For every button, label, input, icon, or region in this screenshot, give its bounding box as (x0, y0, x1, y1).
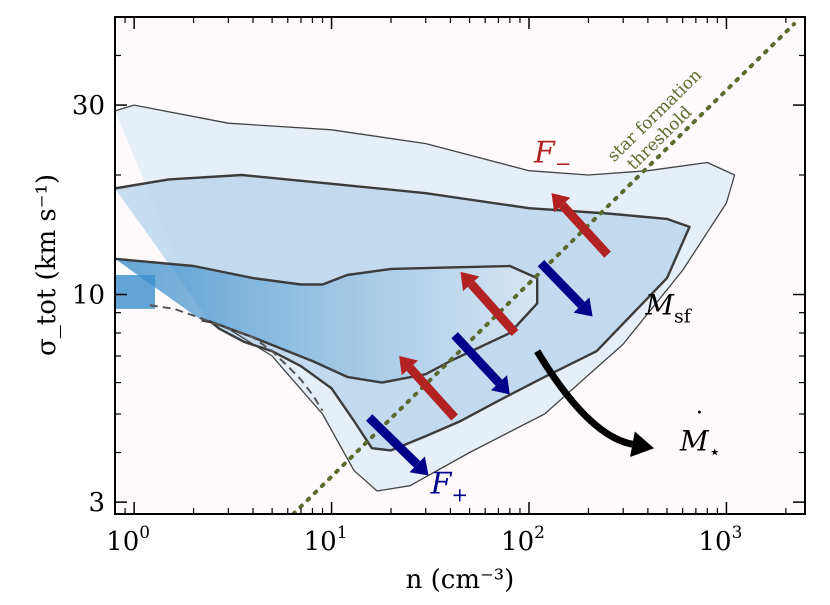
heatmap-peak (115, 274, 155, 309)
mdot-dot: ˙ (693, 407, 706, 437)
heatmap (115, 105, 735, 491)
y-tick-label-0: 3 (88, 488, 105, 518)
x-tick-label-3: 103 (698, 523, 742, 557)
x-tick-exp-0: 0 (139, 523, 150, 543)
x-axis-label: n (cm⁻³) (406, 565, 515, 595)
x-tick-label-0: 100 (106, 523, 150, 557)
arrow-f-plus-5 (366, 414, 421, 468)
plot-frame (114, 16, 806, 515)
arrows (366, 193, 611, 476)
arrow-head-5 (409, 456, 429, 476)
m-sf-label: Msf (644, 289, 692, 328)
arrow-head-3 (573, 297, 593, 317)
arrow-f-plus-4 (451, 332, 503, 386)
arrow-f-plus-3 (537, 259, 585, 309)
arrow-head-2 (399, 356, 419, 376)
mdot-star-label: ˙ M⋆ (679, 407, 721, 463)
f-plus-label: F+ (430, 467, 469, 507)
arrow-f-minus-1 (467, 280, 519, 336)
mdot-m: M⋆ (679, 424, 721, 463)
arrow-head-1 (460, 271, 480, 292)
sfr-arrow (534, 349, 634, 448)
plot-area (115, 17, 805, 514)
arrow-head-0 (551, 193, 571, 213)
contour-middle (115, 173, 691, 452)
contour-inner (115, 257, 539, 384)
f-minus-label: F− (533, 136, 572, 176)
y-tick-label-2: 30 (72, 91, 105, 121)
contour-outer (115, 104, 736, 492)
x-tick-exp-3: 3 (732, 523, 743, 543)
arrow-f-minus-2 (406, 364, 458, 421)
y-axis-label: σ_tot (km s⁻¹) (32, 174, 62, 356)
x-tick-label-2: 102 (501, 523, 545, 557)
y-tick-label-1: 10 (72, 281, 105, 311)
heatmap-inner-region (115, 258, 538, 383)
x-tick-exp-2: 2 (534, 523, 545, 543)
sfr-arrow-head (630, 431, 655, 458)
density-contours (115, 104, 736, 492)
arrow-f-minus-0 (558, 201, 611, 258)
x-tick-label-1: 101 (304, 523, 348, 557)
arrow-head-4 (490, 375, 510, 395)
x-tick-exp-1: 1 (337, 523, 348, 543)
dashed-contour-segment (149, 304, 324, 412)
